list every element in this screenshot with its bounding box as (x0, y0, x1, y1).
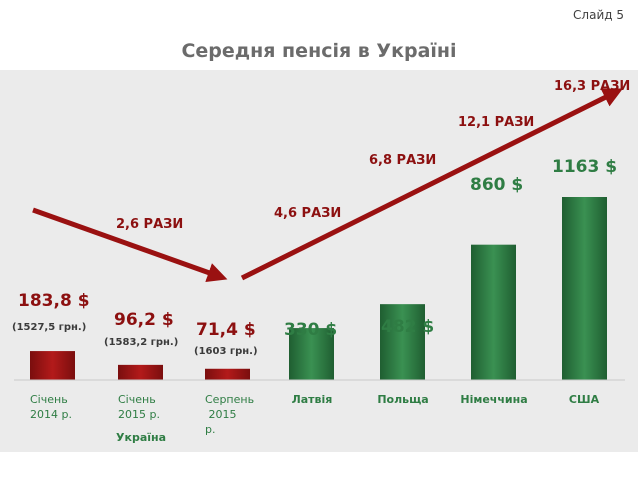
category-label-1: Січень 2015 р. (118, 393, 160, 421)
bar-sublabel-1: (1583,2 грн.) (104, 337, 178, 348)
bar-value-label-2: 71,4 $ (196, 320, 256, 340)
ratio-annotation-4: 16,3 РАЗИ (554, 79, 630, 94)
ratio-annotation-3: 12,1 РАЗИ (458, 115, 534, 130)
down-arrow (32, 207, 228, 283)
category-label-5: Німеччина (460, 393, 527, 406)
ratio-annotation-2: 6,8 РАЗИ (369, 153, 436, 168)
page-title: Середня пенсія в Україні (181, 40, 457, 62)
ratio-annotation-0: 2,6 РАЗИ (116, 217, 183, 232)
bar-0 (30, 351, 75, 380)
bar-value-label-4: 482 $ (381, 317, 434, 337)
up-arrow (240, 88, 623, 281)
bar-value-label-6: 1163 $ (552, 157, 617, 177)
bar-sublabel-2: (1603 грн.) (194, 346, 258, 357)
category-label-6: США (569, 393, 600, 406)
ratio-annotation-1: 4,6 РАЗИ (274, 206, 341, 221)
bar-value-label-0: 183,8 $ (18, 291, 90, 311)
category-label-0: Січень 2014 р. (30, 393, 72, 421)
bar-6 (562, 197, 607, 380)
group-label-ukraine: Україна (116, 431, 166, 444)
bar-value-label-1: 96,2 $ (114, 310, 174, 330)
bar-value-label-3: 330 $ (284, 320, 337, 340)
bar-5 (471, 244, 516, 380)
bar-value-label-5: 860 $ (470, 175, 523, 195)
category-label-2: Серпень 2015 р. (205, 393, 254, 436)
slide-number: Слайд 5 (573, 8, 624, 22)
category-label-3: Латвія (292, 393, 333, 406)
category-label-4: Польща (377, 393, 428, 406)
bar-2 (205, 368, 250, 380)
bar-3 (289, 328, 334, 380)
bar-sublabel-0: (1527,5 грн.) (12, 322, 86, 333)
bar-4 (380, 304, 425, 380)
bar-1 (118, 364, 163, 380)
